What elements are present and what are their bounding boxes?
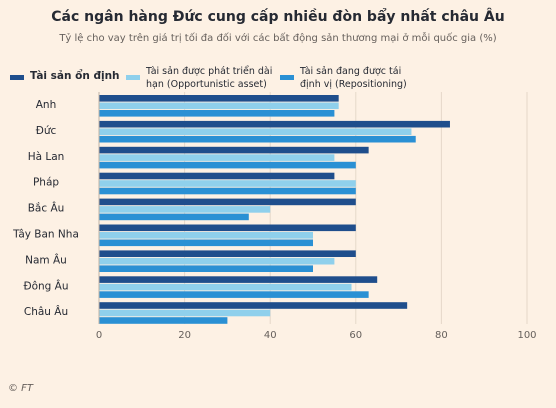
x-tick-label-100: 100 (517, 330, 536, 341)
category-label-6: Nam Âu (25, 253, 67, 266)
legend-item-stable: Tài sản ổn định (10, 70, 130, 96)
bar-3-series-0 (99, 172, 335, 180)
legend-swatch-repositioning (280, 75, 294, 80)
bar-8-series-0 (99, 302, 408, 309)
bar-5-series-1 (99, 232, 313, 239)
legend-item-opportunistic: Tài sản được phát triển dài hạn (Opportu… (126, 65, 276, 93)
bar-0-series-1 (99, 102, 339, 110)
bar-0-series-0 (99, 95, 339, 102)
bar-3-series-2 (99, 187, 356, 195)
bar-2-series-1 (99, 154, 335, 161)
legend-swatch-stable (10, 75, 24, 80)
bar-4-series-0 (99, 198, 356, 206)
chart-subtitle: Tỷ lệ cho vay trên giá trị tối đa đối vớ… (59, 33, 497, 44)
bar-1-series-2 (99, 135, 416, 143)
bar-6-series-2 (99, 265, 313, 272)
bar-7-series-1 (99, 283, 352, 291)
bar-0-series-2 (99, 110, 335, 117)
category-label-1: Đức (36, 125, 57, 137)
bar-2-series-0 (99, 146, 369, 154)
x-tick-label-80: 80 (435, 330, 448, 341)
legend-label-repositioning-1: Tài sản đang được tái (300, 66, 402, 77)
legend-label-stable: Tài sản ổn định (30, 70, 120, 82)
category-label-2: Hà Lan (28, 151, 65, 163)
x-tick-label-60: 60 (349, 330, 362, 341)
category-label-0: Anh (36, 99, 57, 111)
x-tick-label-0: 0 (96, 330, 102, 341)
source-credit: © FT (8, 383, 34, 394)
bar-6-series-0 (99, 250, 356, 257)
bar-1-series-0 (99, 120, 450, 128)
legend-label-repositioning-2: định vị (Repositioning) (300, 79, 407, 90)
bar-8-series-2 (99, 317, 228, 324)
bar-8-series-1 (99, 309, 271, 317)
bar-7-series-2 (99, 291, 369, 298)
bar-7-series-0 (99, 276, 378, 283)
bar-6-series-1 (99, 257, 335, 265)
category-label-4: Bắc Âu (28, 202, 65, 215)
bar-3-series-1 (99, 180, 356, 187)
bar-1-series-1 (99, 128, 412, 135)
x-tick-label-40: 40 (264, 330, 277, 341)
legend-label-opportunistic-2: hạn (Opportunistic asset) (146, 79, 267, 90)
bar-4-series-1 (99, 206, 271, 213)
legend-swatch-opportunistic (126, 75, 140, 80)
category-label-8: Châu Âu (24, 305, 68, 318)
category-label-5: Tây Ban Nha (12, 229, 79, 241)
legend-label-opportunistic-1: Tài sản được phát triển dài (146, 66, 273, 77)
category-label-7: Đông Âu (23, 279, 68, 292)
bar-2-series-2 (99, 161, 356, 169)
x-tick-label-20: 20 (178, 330, 191, 341)
category-label-3: Pháp (33, 177, 59, 189)
legend-item-repositioning: Tài sản đang được tái định vị (Repositio… (280, 65, 430, 93)
chart-title: Các ngân hàng Đức cung cấp nhiều đòn bẩy… (51, 9, 505, 25)
bar-4-series-2 (99, 213, 249, 221)
bar-5-series-2 (99, 239, 313, 247)
bar-5-series-0 (99, 224, 356, 232)
